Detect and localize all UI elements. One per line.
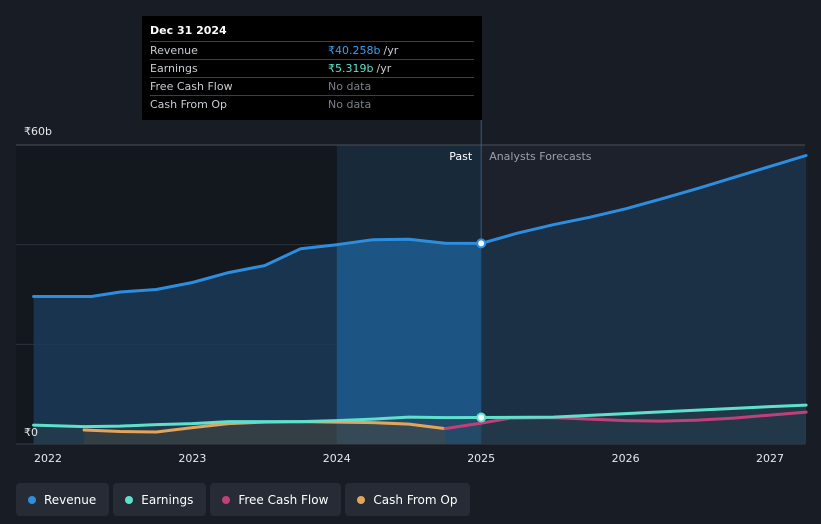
legend-label: Cash From Op xyxy=(373,492,458,507)
legend-item-revenue[interactable]: Revenue xyxy=(16,483,110,516)
legend-item-free-cash-flow[interactable]: Free Cash Flow xyxy=(210,483,342,516)
tooltip-label: Free Cash Flow xyxy=(150,80,233,93)
past-label: Past xyxy=(449,150,473,163)
earnings-line xyxy=(32,403,808,429)
chart-tooltip: Dec 31 2024 Revenue ₹40.258b /yr Earning… xyxy=(142,16,482,120)
legend-item-cash-from-op[interactable]: Cash From Op xyxy=(345,483,471,516)
revenue-area-highlight xyxy=(336,239,482,444)
x-tick-label: 2025 xyxy=(467,452,495,465)
tooltip-value: No data xyxy=(328,98,372,111)
tooltip-date: Dec 31 2024 xyxy=(150,24,227,37)
cash-from-op-area xyxy=(84,421,446,444)
x-tick-label: 2022 xyxy=(34,452,62,465)
earnings-point xyxy=(476,412,487,423)
legend-item-earnings[interactable]: Earnings xyxy=(113,483,207,516)
legend-label: Revenue xyxy=(44,492,97,507)
y-tick-label: ₹0 xyxy=(24,426,38,439)
legend-label: Earnings xyxy=(141,492,194,507)
forecast-label: Analysts Forecasts xyxy=(489,150,592,163)
chart-legend: Revenue Earnings Free Cash Flow Cash Fro… xyxy=(16,483,471,516)
x-tick-label: 2026 xyxy=(612,452,640,465)
tooltip-row-revenue: Revenue ₹40.258b /yr xyxy=(150,41,474,59)
legend-label: Free Cash Flow xyxy=(238,492,329,507)
cash-from-op-dot-icon xyxy=(357,495,366,504)
tooltip-label: Earnings xyxy=(150,62,198,75)
earnings-dot-icon xyxy=(125,495,134,504)
tooltip-row-earnings: Earnings ₹5.319b /yr xyxy=(150,59,474,77)
tooltip-row-cash-from-op: Cash From Op No data xyxy=(150,95,474,113)
tooltip-row-free-cash-flow: Free Cash Flow No data xyxy=(150,77,474,95)
x-tick-label: 2024 xyxy=(323,452,351,465)
free-cash-flow-line xyxy=(443,410,808,431)
free-cash-flow-dot-icon xyxy=(222,495,231,504)
tooltip-label: Cash From Op xyxy=(150,98,228,111)
tooltip-unit: /yr xyxy=(383,44,399,57)
revenue-line xyxy=(32,154,808,298)
x-tick-label: 2023 xyxy=(178,452,206,465)
tooltip-label: Revenue xyxy=(150,44,198,57)
revenue-area-forecast xyxy=(481,155,807,444)
revenue-point xyxy=(476,238,487,249)
x-tick-label: 2027 xyxy=(756,452,784,465)
revenue-dot-icon xyxy=(28,495,36,504)
tooltip-value: ₹40.258b xyxy=(328,44,381,57)
tooltip-unit: /yr xyxy=(376,62,392,75)
tooltip-value: No data xyxy=(328,80,372,93)
y-tick-label: ₹60b xyxy=(24,125,52,138)
tooltip-value: ₹5.319b xyxy=(328,62,374,75)
